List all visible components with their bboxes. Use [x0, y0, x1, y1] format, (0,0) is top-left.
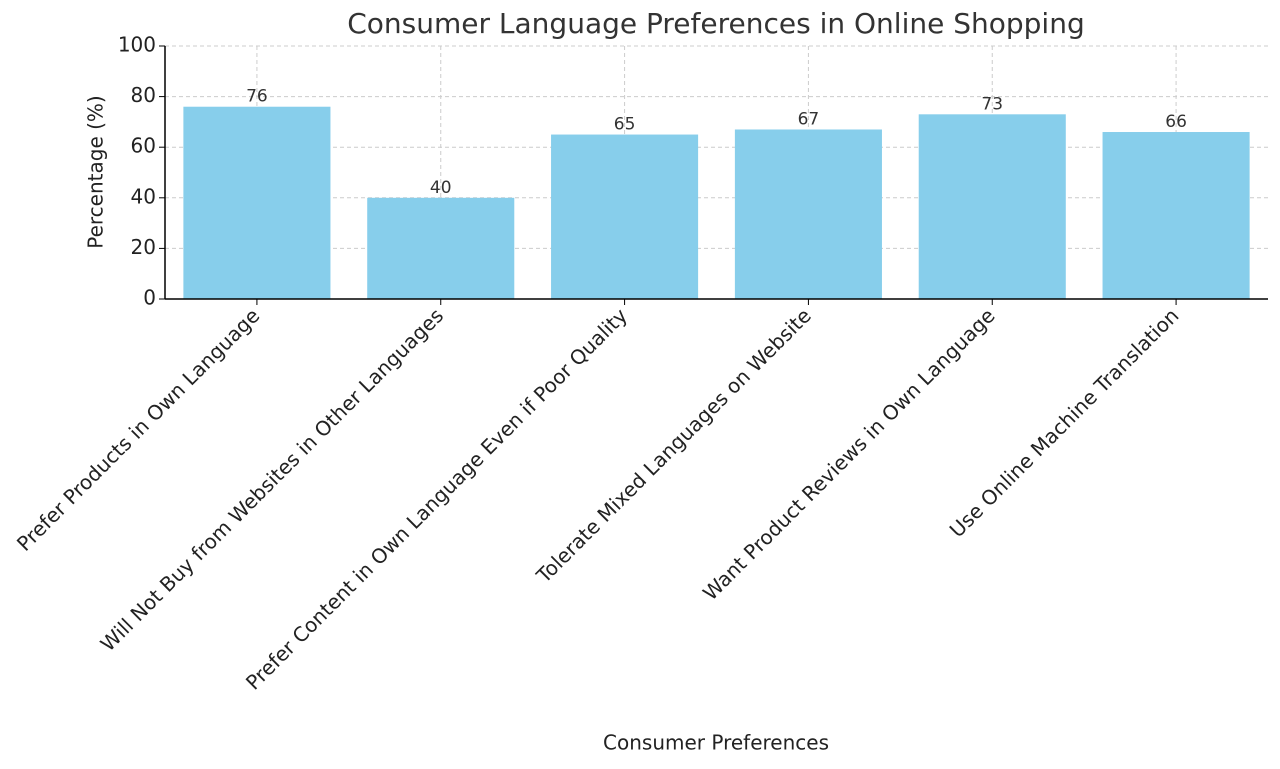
bar: [918, 114, 1066, 299]
data-label: 73: [981, 94, 1003, 114]
y-tick-label: 100: [118, 33, 156, 57]
bar: [367, 197, 515, 299]
x-axis-label: Consumer Preferences: [603, 731, 829, 755]
data-label: 76: [246, 87, 268, 107]
x-tick-label: Will Not Buy from Websites in Other Lang…: [96, 303, 449, 656]
data-label: 40: [430, 178, 452, 198]
chart-title: Consumer Language Preferences in Online …: [347, 7, 1084, 40]
bar: [734, 129, 882, 299]
data-label: 66: [1165, 112, 1187, 132]
data-label: 67: [798, 109, 820, 129]
y-tick-label: 20: [131, 235, 156, 259]
y-tick-label: 60: [131, 134, 156, 158]
y-axis-label: Percentage (%): [84, 95, 108, 248]
bar: [183, 106, 331, 299]
x-tick-label: Prefer Content in Own Language Even if P…: [241, 303, 632, 694]
y-tick-label: 80: [131, 83, 156, 107]
data-label: 65: [614, 115, 636, 135]
bar: [551, 134, 699, 299]
x-tick-label: Want Product Reviews in Own Language: [698, 303, 1000, 605]
bar: [1102, 132, 1250, 299]
y-tick-label: 40: [131, 184, 156, 208]
y-tick-label: 0: [143, 286, 156, 310]
